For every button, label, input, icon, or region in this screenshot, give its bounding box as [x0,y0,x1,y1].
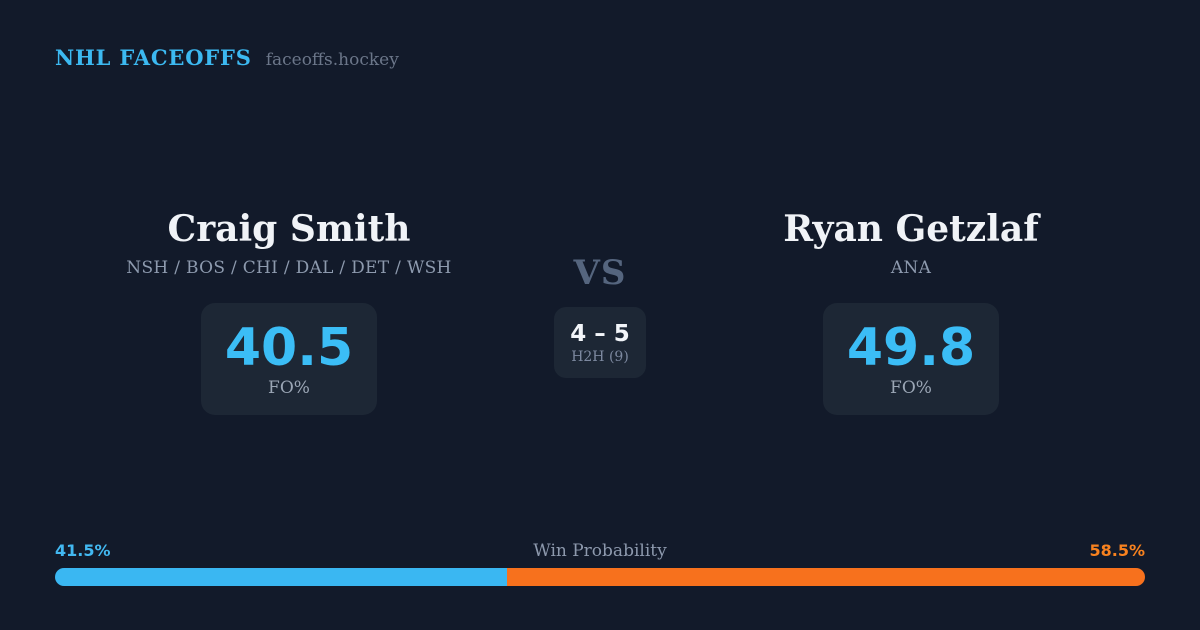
site-url: faceoffs.hockey [265,50,399,70]
left-player-name: Craig Smith [167,208,411,250]
right-stat-card: 49.8 FO% [823,303,999,415]
h2h-label: H2H (9) [571,349,629,365]
win-probability-title: Win Probability [533,541,667,561]
h2h-card: 4 – 5 H2H (9) [554,307,646,378]
header: NHL FACEOFFS faceoffs.hockey [55,45,399,70]
win-probability-section: 41.5% Win Probability 58.5% [55,541,1145,586]
win-probability-labels: 41.5% Win Probability 58.5% [55,541,1145,562]
matchup-section: Craig Smith NSH / BOS / CHI / DAL / DET … [55,205,1145,415]
right-player-name: Ryan Getzlaf [783,208,1039,250]
win-bar-right-segment [507,568,1145,586]
vs-label: VS [573,253,627,293]
right-player-teams: ANA [890,258,932,278]
right-win-pct: 58.5% [1089,541,1145,560]
h2h-score: 4 – 5 [570,321,630,347]
left-player-panel: Craig Smith NSH / BOS / CHI / DAL / DET … [55,205,523,415]
left-win-pct: 41.5% [55,541,111,560]
left-stat-label: FO% [268,378,310,398]
brand-logo: NHL FACEOFFS [55,45,252,70]
versus-panel: VS 4 – 5 H2H (9) [523,205,677,415]
left-faceoff-pct: 40.5 [224,318,354,378]
right-stat-label: FO% [890,378,932,398]
win-bar-left-segment [55,568,508,586]
right-faceoff-pct: 49.8 [846,318,976,378]
left-stat-card: 40.5 FO% [201,303,377,415]
win-probability-bar [55,568,1145,586]
right-player-panel: Ryan Getzlaf ANA 49.8 FO% [677,205,1145,415]
left-player-teams: NSH / BOS / CHI / DAL / DET / WSH [126,258,452,278]
